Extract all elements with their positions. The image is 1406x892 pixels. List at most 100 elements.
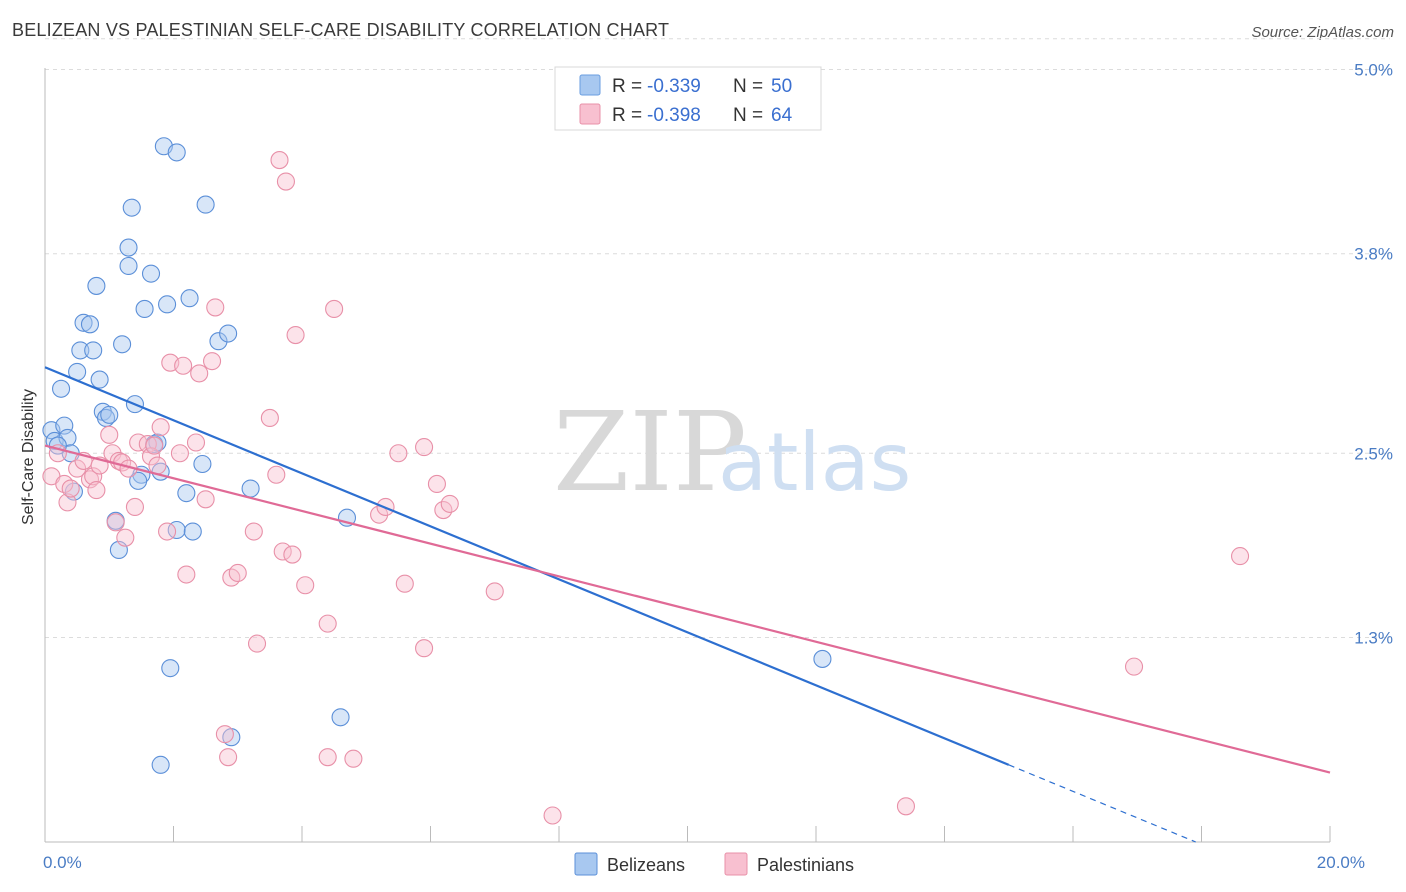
palestinian-point bbox=[219, 748, 238, 767]
bottom-legend: Belizeans Palestinians bbox=[574, 852, 854, 876]
belizean-point bbox=[58, 428, 77, 447]
palestinian-point bbox=[296, 576, 315, 595]
belizean-point bbox=[52, 379, 71, 398]
legend-swatch-palestinians bbox=[579, 103, 601, 125]
belizean-point bbox=[129, 471, 148, 490]
chart-title: BELIZEAN VS PALESTINIAN SELF-CARE DISABI… bbox=[12, 20, 670, 40]
belizean-point bbox=[87, 276, 106, 295]
palestinian-point bbox=[145, 436, 164, 455]
belizean-point bbox=[84, 341, 103, 360]
belizean-point bbox=[119, 256, 138, 276]
palestinian-point bbox=[68, 459, 87, 478]
belizean-point bbox=[100, 405, 119, 424]
palestinian-point bbox=[148, 456, 167, 475]
palestinian-point bbox=[80, 470, 100, 489]
palestinian-point bbox=[222, 568, 241, 587]
belizean-trend-line bbox=[44, 366, 1010, 766]
belizean-point bbox=[196, 195, 215, 214]
palestinian-point bbox=[896, 797, 916, 816]
axes bbox=[44, 68, 1331, 843]
palestinian-point bbox=[1124, 657, 1144, 676]
x-tick-label: 0.0% bbox=[43, 853, 82, 872]
legend-n-value-palestinians: 64 bbox=[771, 105, 793, 126]
palestinian-point bbox=[260, 408, 279, 427]
bottom-legend-swatch-palestinians bbox=[724, 852, 748, 876]
palestinian-point bbox=[100, 425, 119, 444]
belizean-point bbox=[167, 520, 186, 540]
legend-n-value-belizeans: 50 bbox=[771, 76, 792, 97]
belizean-point bbox=[151, 755, 170, 774]
palestinian-point bbox=[106, 513, 125, 532]
palestinian-point bbox=[174, 356, 193, 375]
belizean-point bbox=[161, 659, 180, 678]
belizean-point bbox=[90, 370, 109, 389]
belizean-point bbox=[209, 332, 228, 351]
grid-lines bbox=[45, 38, 1390, 638]
palestinian-point bbox=[215, 725, 234, 744]
palestinian-point bbox=[485, 582, 504, 601]
y-tick-label: 5.0% bbox=[1354, 61, 1393, 80]
belizean-point bbox=[113, 335, 132, 354]
y-tick-label: 1.3% bbox=[1354, 628, 1393, 647]
palestinian-point bbox=[244, 522, 263, 541]
palestinian-point bbox=[177, 565, 196, 584]
top-legend: R = -0.339 N = 50 R = -0.398 N = 64 bbox=[554, 66, 822, 131]
palestinian-point bbox=[206, 298, 225, 317]
belizean-point bbox=[813, 649, 832, 668]
legend-swatch-belizeans bbox=[579, 74, 601, 96]
legend-r-label-palestinians: R = bbox=[612, 105, 642, 126]
belizean-point bbox=[241, 479, 260, 498]
palestinian-point bbox=[151, 418, 170, 437]
palestinian-point bbox=[87, 481, 106, 500]
palestinian-point bbox=[190, 364, 209, 383]
palestinian-point bbox=[247, 634, 267, 653]
palestinian-point bbox=[228, 563, 247, 583]
y-tick-label: 2.5% bbox=[1354, 444, 1393, 463]
watermark: ZIP atlas bbox=[553, 388, 911, 516]
palestinian-point bbox=[270, 151, 289, 170]
belizean-point bbox=[193, 454, 212, 474]
belizean-point bbox=[119, 238, 138, 257]
bottom-legend-label-belizeans: Belizeans bbox=[607, 855, 685, 875]
palestinian-point bbox=[61, 479, 80, 498]
palestinian-point bbox=[55, 474, 74, 494]
belizean-point bbox=[219, 324, 238, 343]
bottom-legend-swatch-belizeans bbox=[574, 852, 598, 876]
legend-n-label-palestinians: N = bbox=[733, 105, 763, 126]
belizean-point bbox=[64, 482, 83, 501]
belizean-point bbox=[331, 708, 350, 727]
palestinian-point bbox=[427, 474, 446, 494]
palestinian-point bbox=[318, 614, 337, 633]
palestinian-point bbox=[543, 806, 562, 825]
palestinian-point bbox=[1231, 547, 1250, 566]
belizean-point bbox=[74, 313, 93, 332]
palestinian-point bbox=[325, 299, 344, 319]
palestinian-point bbox=[440, 494, 459, 513]
legend-n-label-belizeans: N = bbox=[733, 76, 763, 97]
palestinian-trend-line bbox=[44, 444, 1331, 774]
trend-lines bbox=[44, 366, 1331, 843]
belizean-point bbox=[141, 264, 161, 283]
palestinian-point bbox=[415, 438, 434, 457]
palestinian-point bbox=[395, 574, 414, 593]
palestinian-point bbox=[286, 326, 305, 345]
belizean-point bbox=[167, 143, 186, 162]
bottom-legend-label-palestinians: Palestinians bbox=[757, 855, 854, 875]
y-axis-label: Self-Care Disability bbox=[20, 389, 37, 525]
palestinian-point bbox=[318, 748, 337, 767]
source-label: Source: ZipAtlas.com bbox=[1251, 24, 1394, 41]
palestinian-point bbox=[267, 465, 286, 484]
data-points bbox=[42, 137, 1250, 825]
legend-r-value-belizeans: -0.339 bbox=[647, 76, 701, 97]
y-tick-label: 3.8% bbox=[1354, 245, 1393, 264]
tick-labels: 1.3% 2.5% 3.8% 5.0% 0.0% 20.0% bbox=[43, 61, 1393, 873]
legend-r-label-belizeans: R = bbox=[612, 76, 642, 97]
belizean-point bbox=[183, 522, 202, 541]
belizean-point bbox=[158, 295, 177, 314]
palestinian-point bbox=[84, 467, 103, 486]
palestinian-point bbox=[276, 172, 295, 191]
palestinian-point bbox=[125, 497, 144, 517]
x-tick-label: 20.0% bbox=[1317, 853, 1365, 872]
palestinian-point bbox=[170, 444, 189, 463]
palestinian-point bbox=[283, 545, 302, 564]
